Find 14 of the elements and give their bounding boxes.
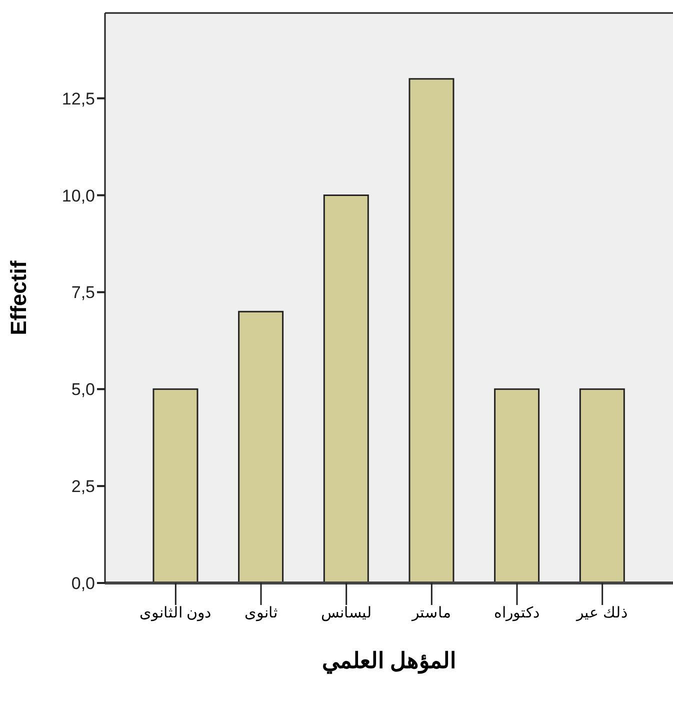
y-axis-title: Effectif [6, 260, 31, 336]
x-tick-label: ماستر [411, 604, 452, 622]
x-tick-label: دون الثانوى [140, 604, 212, 622]
y-tick-label: 0,0 [71, 574, 95, 594]
x-axis-title: المؤهل العلمي [322, 648, 456, 674]
y-tick-label: 7,5 [71, 283, 95, 302]
y-tick-label: 2,5 [71, 477, 95, 496]
x-tick-label: ثانوى [244, 604, 278, 622]
y-tick-label: 5,0 [71, 380, 95, 400]
x-tick-label: ذلك عير [576, 604, 628, 622]
x-tick-label: دكتوراه [494, 604, 540, 622]
x-tick-label: ليسانس [320, 604, 372, 622]
y-tick-label: 10,0 [62, 186, 95, 206]
y-tick-label: 12,5 [62, 89, 95, 108]
